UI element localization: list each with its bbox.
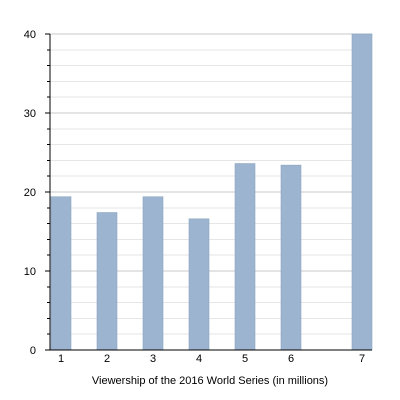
bar — [351, 33, 373, 351]
y-tick-label: 30 — [24, 108, 36, 120]
y-tick-label: 10 — [24, 266, 36, 278]
x-tick-label: 2 — [104, 353, 110, 365]
x-tick-label: 7 — [359, 353, 365, 365]
y-tick-labels: 0 10 20 30 40 — [24, 29, 36, 357]
y-tick-label: 20 — [24, 187, 36, 199]
axes — [45, 33, 372, 351]
bars — [50, 33, 373, 351]
y-tick-label: 0 — [30, 345, 36, 357]
bar — [234, 163, 256, 351]
y-tick-label: 40 — [24, 29, 36, 41]
x-tick-label: 3 — [150, 353, 156, 365]
bar — [142, 196, 164, 351]
x-tick-label: 4 — [196, 353, 202, 365]
bar — [188, 218, 210, 351]
x-axis-title: Viewership of the 2016 World Series (in … — [92, 375, 328, 387]
bar — [280, 164, 302, 351]
x-tick-label: 1 — [58, 353, 64, 365]
x-tick-label: 5 — [242, 353, 248, 365]
bar — [96, 212, 118, 351]
x-tick-label: 6 — [288, 353, 294, 365]
x-tick-labels: 1 2 3 4 5 6 7 — [58, 353, 365, 365]
bar — [50, 196, 72, 351]
